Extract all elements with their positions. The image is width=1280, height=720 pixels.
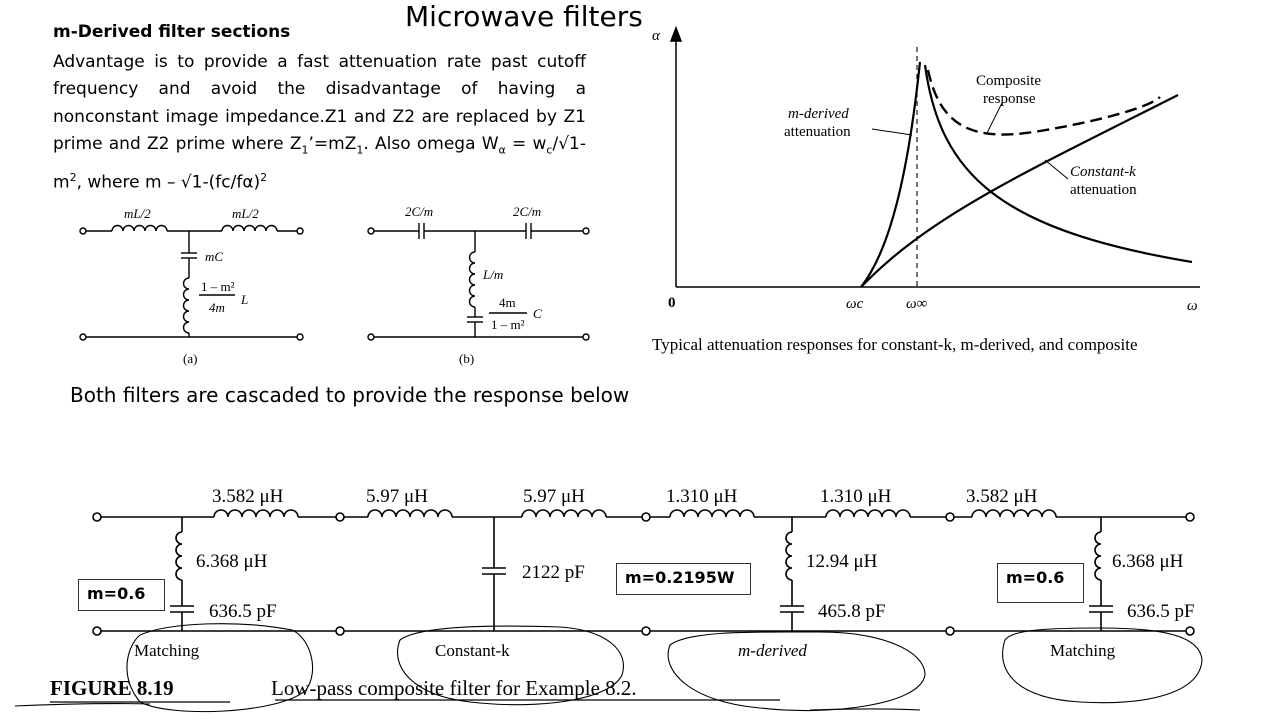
cascade-note: Both filters are cascaded to provide the… (70, 383, 630, 407)
shunt4-inductor-icon (1094, 531, 1102, 581)
label-ind-numerator: 1 – m² (201, 279, 235, 294)
handdrawn-circle-matching-1 (126, 623, 314, 713)
handdrawn-underline-right (809, 708, 921, 711)
inductor-l2-icon (367, 509, 453, 518)
para-sup-5: 2 (69, 170, 77, 184)
attenuation-response-plot: α 0 ω ωc ω∞ m-derived attenuation Compos… (652, 25, 1200, 354)
label-shunt4-l: 6.368 μH (1112, 551, 1184, 572)
omega-c-label: ωc (846, 296, 864, 312)
handdrawn-circle-constant-k (396, 625, 624, 706)
label-cap-denominator: 1 – m² (491, 317, 525, 332)
section-constant-k: Constant-k (435, 641, 510, 660)
section-m-derived: m-derived (738, 641, 807, 660)
label-constant-k-1: Constant-k (1070, 164, 1136, 180)
x-axis-label: ω (1187, 298, 1198, 314)
para-sub-3: α (498, 143, 506, 157)
handdrawn-circle-matching-2 (1002, 627, 1203, 704)
label-shunt2-c: 2122 pF (522, 562, 585, 583)
para-text-2: ’=mZ (308, 133, 357, 154)
label-ind-denominator: 4m (209, 300, 225, 315)
para-sub-4: c (546, 143, 553, 157)
inductor-l1-icon (213, 509, 299, 518)
label-shunt4-c: 636.5 pF (1127, 601, 1195, 622)
label-m-derived-1: m-derived (788, 106, 849, 122)
para-text-6: , where m – √1-(fc/fα) (76, 172, 261, 193)
y-axis-arrow-icon (669, 25, 683, 42)
caption-b: (b) (459, 351, 474, 366)
label-shunt1-l: 6.368 μH (196, 551, 268, 572)
composite-response-curve (926, 69, 1161, 136)
label-m-derived-2: attenuation (784, 124, 851, 140)
shunt3-inductor-icon (785, 531, 793, 581)
origin-label: 0 (668, 295, 676, 311)
para-text-1: Advantage is to provide a fast attenuati… (53, 52, 586, 154)
para-text-4: = w (505, 133, 547, 154)
label-ind-symbol: L (240, 292, 248, 307)
circuit-b-diagram: 2C/m 2C/m L/m 4m 1 – m² C (b) (367, 204, 590, 366)
shunt1-inductor-icon (175, 531, 183, 581)
constant-k-curve (860, 94, 1179, 288)
handdrawn-circle-m-derived (667, 631, 926, 712)
label-ml2-left: mL/2 (124, 206, 151, 221)
series-inductor-icon (111, 224, 168, 232)
label-composite-1: Composite (976, 73, 1041, 89)
label-mc: mC (205, 249, 223, 264)
label-cap-symbol: C (533, 306, 542, 321)
inductor-l6-icon (971, 509, 1057, 518)
label-composite-2: response (983, 91, 1036, 107)
label-l5: 1.310 μH (820, 486, 892, 507)
label-l4: 1.310 μH (666, 486, 738, 507)
handdrawn-underline-left (14, 703, 151, 707)
section-matching-1: Matching (134, 641, 200, 660)
label-cap-numerator: 4m (499, 295, 516, 310)
para-sub-1: 1 (301, 143, 309, 157)
label-2cm-right: 2C/m (513, 204, 541, 219)
para-text-5: /√1-m (53, 133, 586, 193)
m-derived-rise-curve (860, 61, 922, 288)
inductor-l3-icon (521, 509, 607, 518)
inductor-l4-icon (669, 509, 755, 518)
para-sup-6: 2 (260, 170, 268, 184)
y-axis-label: α (652, 28, 661, 44)
section-matching-2: Matching (1050, 641, 1116, 660)
label-shunt3-c: 465.8 pF (818, 601, 886, 622)
label-shunt3-l: 12.94 μH (806, 551, 878, 572)
shunt-inductor-icon (182, 277, 190, 334)
label-2cm-left: 2C/m (405, 204, 433, 219)
composite-filter-diagram: 3.582 μH 5.97 μH 5.97 μH 1.310 μH 1.310 … (14, 486, 1203, 713)
label-lm: L/m (482, 267, 503, 282)
para-sub-2: 1 (356, 143, 364, 157)
slide-title: Microwave filters (405, 0, 643, 33)
omega-inf-label: ω∞ (906, 296, 928, 312)
label-ml2-right: mL/2 (232, 206, 259, 221)
label-constant-k-2: attenuation (1070, 182, 1137, 198)
series-inductor-icon (221, 224, 278, 232)
plot-caption: Typical attenuation responses for consta… (652, 335, 1138, 354)
shunt-inductor-icon (468, 251, 476, 308)
label-l3: 5.97 μH (523, 486, 585, 507)
label-shunt1-c: 636.5 pF (209, 601, 277, 622)
figure-caption: Low-pass composite filter for Example 8.… (271, 676, 637, 700)
body-paragraph: Advantage is to provide a fast attenuati… (53, 49, 586, 197)
m-value-box-left: m=0.6 (78, 579, 165, 611)
para-text-3: . Also omega W (363, 133, 499, 154)
m-derived-decay-curve (923, 64, 1193, 264)
caption-a: (a) (183, 351, 197, 366)
label-l1: 3.582 μH (212, 486, 284, 507)
label-l2: 5.97 μH (366, 486, 428, 507)
label-l6: 3.582 μH (966, 486, 1038, 507)
section-heading: m-Derived filter sections (53, 22, 291, 42)
circuit-a-diagram: mL/2 mL/2 mC 1 – m² 4m L (a) (79, 206, 304, 366)
m-value-box-center: m=0.2195W (616, 563, 751, 595)
inductor-l5-icon (825, 509, 911, 518)
m-value-box-right: m=0.6 (997, 563, 1084, 603)
figure-label: FIGURE 8.19 (50, 676, 174, 700)
